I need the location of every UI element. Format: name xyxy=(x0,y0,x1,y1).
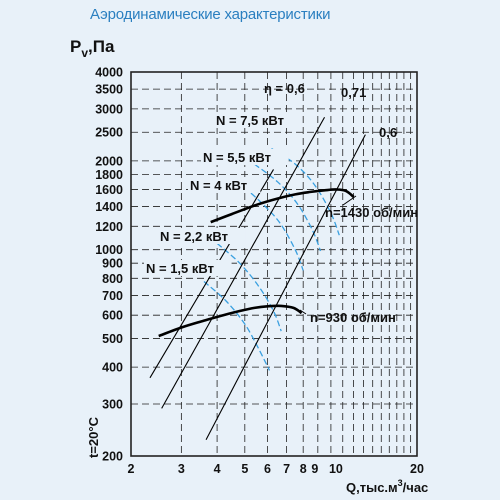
label-layer: 2 3 4 5 6 7 8 9 10 20 200 300 400 500 600 700 8009001000… xyxy=(70,37,428,495)
power-curve xyxy=(254,163,322,252)
x-tick-label: 9 xyxy=(311,462,318,476)
x-tick-label: 8 xyxy=(300,462,307,476)
y-tick-label: 1800 xyxy=(95,168,123,182)
power-curve xyxy=(203,281,271,371)
plot-frame xyxy=(130,71,418,457)
x-tick-label: 10 xyxy=(329,462,343,476)
label-leader xyxy=(342,195,357,206)
y-tick-label: 3000 xyxy=(95,102,123,116)
y-tick-label: 800 xyxy=(102,272,123,286)
y-tick-label: 900 xyxy=(102,257,123,271)
power-label: N = 7,5 кВт xyxy=(216,113,284,128)
y-tick-label: 2500 xyxy=(95,126,123,140)
power-label: N = 2,2 кВт xyxy=(160,229,228,244)
y-tick-label: 2000 xyxy=(95,154,123,168)
x-tick-label: 3 xyxy=(178,462,185,476)
y-tick-label: 300 xyxy=(102,398,123,412)
y-tick-label: 3500 xyxy=(95,83,123,97)
fan-curve xyxy=(210,188,355,224)
power-label: N = 1,5 кВт xyxy=(146,261,214,276)
x-tick-label: 20 xyxy=(410,462,424,476)
power-label-bg xyxy=(188,177,261,193)
y-tick-label: 700 xyxy=(102,289,123,303)
x-tick-label: 6 xyxy=(264,462,271,476)
fan-curve-label: n=930 об/мин xyxy=(310,310,396,325)
y-tick-label: 200 xyxy=(102,450,123,464)
y-tick-label: 4000 xyxy=(95,66,123,80)
power-curve xyxy=(236,181,304,271)
fan-curve-label: n=1430 об/мин xyxy=(325,205,418,220)
power-label-bg xyxy=(201,149,289,165)
y-tick-label: 600 xyxy=(102,309,123,323)
y-tick-label: 1000 xyxy=(95,243,123,257)
efficiency-label: 0,71 xyxy=(341,85,366,100)
y-tick-label: 400 xyxy=(102,361,123,375)
page-title: Аэродинамические характеристики xyxy=(90,6,331,23)
efficiency-line xyxy=(161,116,326,409)
efficiency-label: η = 0,6 xyxy=(264,81,305,96)
y-axis-label: Pv,Па xyxy=(70,37,115,60)
y-tick-label: 1600 xyxy=(95,183,123,197)
x-tick-label: 7 xyxy=(283,462,290,476)
y-tick-label: 1200 xyxy=(95,220,123,234)
power-curve xyxy=(216,242,282,332)
y-tick-label: 500 xyxy=(102,332,123,346)
power-label-bg xyxy=(144,260,232,276)
power-label-bg xyxy=(158,228,246,244)
fan-curve xyxy=(158,304,303,338)
x-axis-label: Q,тыс.м3/час xyxy=(346,478,428,495)
power-label: N = 5,5 кВт xyxy=(203,150,271,165)
y-tick-label: 1400 xyxy=(95,200,123,214)
power-label-bg xyxy=(214,112,302,128)
x-tick-label: 5 xyxy=(241,462,248,476)
x-tick-label: 4 xyxy=(214,462,221,476)
efficiency-label: 0,6 xyxy=(379,125,397,140)
temperature-label: t=20°C xyxy=(86,416,101,458)
x-tick-label: 2 xyxy=(128,462,135,476)
efficiency-line xyxy=(205,134,366,441)
power-label: N = 4 кВт xyxy=(190,178,247,193)
label-leader xyxy=(299,309,307,315)
curve-layer xyxy=(149,116,366,441)
